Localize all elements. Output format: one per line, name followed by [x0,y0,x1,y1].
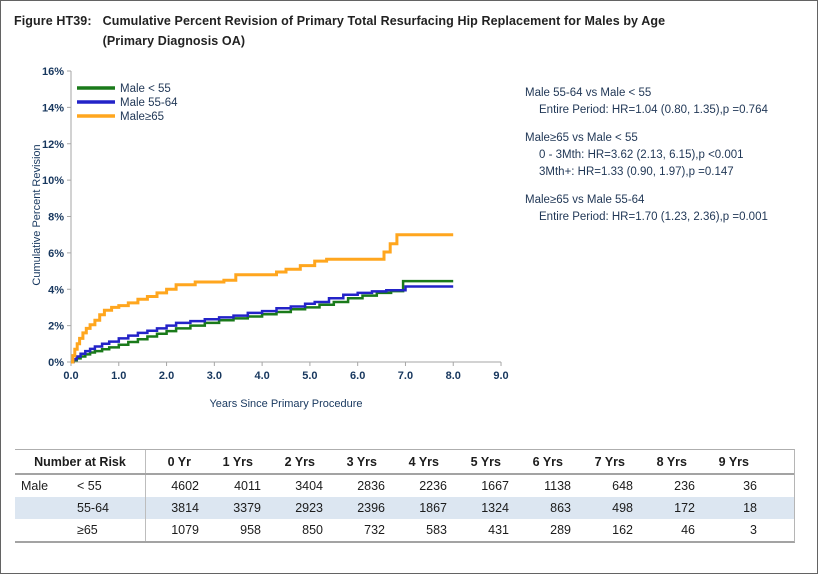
risk-value: 2836 [357,479,385,493]
y-tick-label: 14% [42,102,64,114]
risk-row-group: Male [21,479,49,493]
risk-value: 431 [488,523,509,537]
risk-col-header: 6 Yrs [532,454,563,469]
risk-value: 3 [750,523,757,537]
risk-col-header: 9 Yrs [718,454,749,469]
stats-line: 3Mth+: HR=1.33 (0.90, 1.97),p =0.147 [539,166,734,178]
series-male-ge-65 [71,233,454,364]
risk-table-row: Male < 55 4602 4011 3404 2836 2236 1667 1138 648 2… [15,475,794,497]
figure-title-line1: Cumulative Percent Revision of Primary T… [102,14,666,28]
risk-value: 3379 [233,501,261,515]
stats-group-header: Male 55-64 vs Male < 55 [525,87,652,99]
stats-line: 0 - 3Mth: HR=3.62 (2.13, 6.15),p <0.001 [539,149,744,161]
stats-group-header: Male≥65 vs Male < 55 [525,132,638,144]
risk-table-header-row: Number at Risk 0 Yr 1 Yrs 2 Yrs 3 Yrs 4 Yrs 5 … [15,450,794,475]
series-male-55-64 [71,285,454,364]
cumulative-revision-chart: 0% 2% 4% 6% 8% 10% 12% 14% 16% 0.0 1.0 2.0 3.0 4.0 5.0… [31,66,509,410]
risk-value: 172 [674,501,695,515]
x-tick-label: 2.0 [159,370,174,382]
x-tick-label: 6.0 [350,370,365,382]
risk-value: 162 [612,523,633,537]
x-tick-label: 3.0 [207,370,222,382]
stats-line: Entire Period: HR=1.04 (0.80, 1.35),p =0… [539,104,768,116]
legend-label-male-55-64: Male 55-64 [120,97,178,109]
risk-value: 18 [743,501,757,515]
figure-number: Figure HT39: [14,14,92,28]
figure-title-line2: (Primary Diagnosis OA) [102,34,246,48]
risk-table-row: 55-64 3814 3379 2923 2396 1867 1324 863 498 172 18 [15,497,794,519]
stats-line: Entire Period: HR=1.70 (1.23, 2.36),p =0… [539,211,768,223]
risk-value: 648 [612,479,633,493]
risk-value: 2236 [419,479,447,493]
risk-value: 1867 [419,501,447,515]
risk-row-age: ≥65 [77,523,98,537]
risk-col-header: 8 Yrs [656,454,687,469]
risk-value: 36 [743,479,757,493]
risk-value: 958 [240,523,261,537]
x-tick-label: 8.0 [446,370,461,382]
y-tick-label: 4% [48,284,64,296]
risk-col-header: 0 Yr [145,450,207,473]
number-at-risk-table: Number at Risk 0 Yr 1 Yrs 2 Yrs 3 Yrs 4 Yrs 5 … [15,449,795,543]
risk-value: 4602 [145,475,207,497]
x-tick-label: 9.0 [493,370,508,382]
stats-group: Male≥65 vs Male 55-64 Entire Period: HR=… [525,192,768,226]
x-axis-title: Years Since Primary Procedure [209,398,362,410]
risk-col-header: 7 Yrs [594,454,625,469]
hazard-ratio-annotations: Male 55-64 vs Male < 55 Entire Period: H… [525,85,768,237]
y-tick-label: 12% [42,139,64,151]
y-axis-title: Cumulative Percent Revision [31,144,43,285]
risk-value: 1667 [481,479,509,493]
risk-value: 850 [302,523,323,537]
legend-label-male-lt-55: Male < 55 [120,83,171,95]
y-tick-label: 2% [48,321,64,333]
risk-table-row: ≥65 1079 958 850 732 583 431 289 162 46 3 [15,519,794,541]
risk-value: 3814 [145,497,207,519]
y-tick-label: 8% [48,212,64,224]
risk-value: 4011 [234,479,261,493]
risk-value: 732 [364,523,385,537]
risk-col-header: 4 Yrs [408,454,439,469]
risk-value: 3404 [295,479,323,493]
risk-value: 236 [674,479,695,493]
stats-group: Male≥65 vs Male < 55 0 - 3Mth: HR=3.62 (… [525,130,768,181]
risk-value: 2396 [357,501,385,515]
x-tick-label: 4.0 [254,370,269,382]
risk-value: 863 [550,501,571,515]
risk-value: 46 [681,523,695,537]
risk-col-header: 1 Yrs [222,454,253,469]
y-tick-label: 16% [42,66,64,78]
risk-value: 1138 [544,479,571,493]
risk-value: 1324 [481,501,509,515]
x-tick-label: 5.0 [302,370,317,382]
y-tick-label: 0% [48,357,64,369]
risk-table-title: Number at Risk [34,454,126,469]
risk-row-age: < 55 [77,479,102,493]
risk-col-header: 3 Yrs [346,454,377,469]
y-tick-label: 6% [48,248,64,260]
x-tick-label: 0.0 [63,370,78,382]
figure-title: Figure HT39: Cumulative Percent Revision… [14,11,665,51]
x-tick-label: 1.0 [111,370,126,382]
legend-label-male-ge-65: Male≥65 [120,111,164,123]
risk-value: 498 [612,501,633,515]
risk-col-header: 2 Yrs [284,454,315,469]
risk-value: 2923 [295,501,323,515]
stats-group: Male 55-64 vs Male < 55 Entire Period: H… [525,85,768,119]
risk-value: 583 [426,523,447,537]
stats-group-header: Male≥65 vs Male 55-64 [525,194,645,206]
figure-title-text: Cumulative Percent Revision of Primary T… [103,11,666,51]
series-male-lt-55 [71,279,454,364]
risk-col-header: 5 Yrs [470,454,501,469]
y-tick-label: 10% [42,175,64,187]
x-tick-label: 7.0 [398,370,413,382]
risk-value: 289 [550,523,571,537]
risk-value: 1079 [145,519,207,541]
risk-row-age: 55-64 [77,501,109,515]
